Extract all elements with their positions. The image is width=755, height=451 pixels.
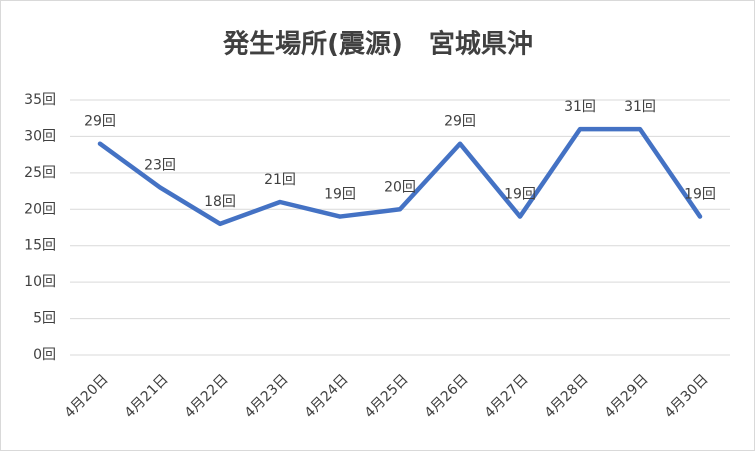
data-label: 19回 xyxy=(324,187,356,203)
y-tick-label: 35回 xyxy=(24,92,56,108)
y-tick-label: 10回 xyxy=(24,274,56,290)
data-label: 29回 xyxy=(84,114,116,130)
data-label: 31回 xyxy=(624,99,656,115)
data-label: 19回 xyxy=(684,187,716,203)
y-tick-label: 30回 xyxy=(24,128,56,144)
y-tick-label: 15回 xyxy=(24,238,56,254)
line xyxy=(97,126,703,227)
y-tick-label: 5回 xyxy=(33,311,56,327)
data-label: 18回 xyxy=(204,194,236,210)
data-label: 19回 xyxy=(504,187,536,203)
data-label: 21回 xyxy=(264,172,296,188)
y-tick-label: 25回 xyxy=(24,165,56,181)
y-tick-label: 0回 xyxy=(33,347,56,363)
data-label: 31回 xyxy=(564,99,596,115)
data-label: 20回 xyxy=(384,179,416,195)
data-label: 23回 xyxy=(144,157,176,173)
chart-title: 発生場所(震源) 宮城県沖 xyxy=(222,29,533,60)
data-label: 29回 xyxy=(444,114,476,130)
y-tick-label: 20回 xyxy=(24,201,56,217)
